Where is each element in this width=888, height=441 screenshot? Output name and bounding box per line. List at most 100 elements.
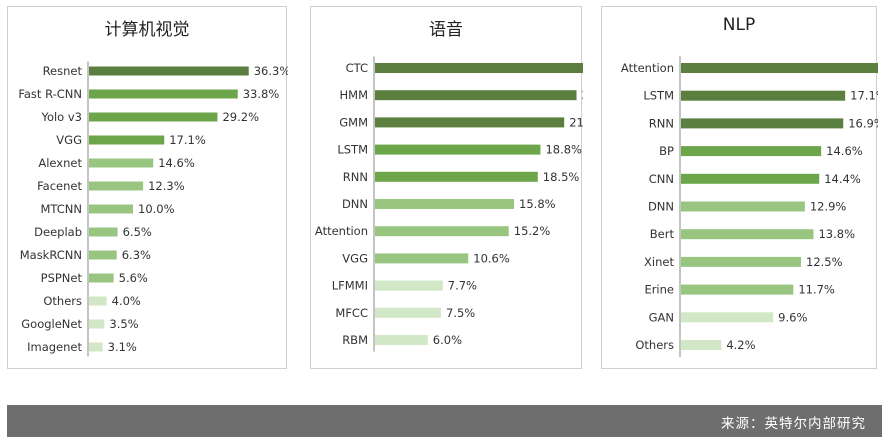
- category-label: RNN: [343, 170, 368, 184]
- value-label: 12.9%: [810, 200, 847, 214]
- value-label: 4.2%: [726, 338, 755, 352]
- bar: [89, 181, 144, 191]
- bar: [89, 319, 105, 329]
- bar: [681, 173, 820, 184]
- bar: [375, 171, 538, 182]
- category-label: BP: [659, 144, 674, 158]
- value-label: 10.6%: [473, 251, 510, 265]
- bar: [89, 89, 238, 99]
- value-label: 6.3%: [122, 248, 151, 262]
- value-label: 3.5%: [109, 317, 138, 331]
- category-label: Resnet: [43, 64, 83, 78]
- value-label: 15.8%: [519, 197, 556, 211]
- category-label: MaskRCNN: [20, 248, 82, 262]
- category-label: Attention: [621, 61, 674, 75]
- category-label: CTC: [346, 61, 368, 75]
- bar: [375, 90, 577, 101]
- bar: [89, 342, 103, 352]
- value-label: 14.6%: [158, 156, 195, 170]
- category-label: Others: [43, 294, 82, 308]
- value-label: 12.5%: [806, 255, 843, 269]
- bar: [681, 63, 878, 73]
- category-label: Alexnet: [38, 156, 82, 170]
- bar: [681, 284, 794, 295]
- category-label: GMM: [339, 115, 368, 129]
- category-label: DNN: [648, 200, 674, 214]
- value-label: 11.7%: [798, 283, 835, 297]
- bar: [89, 158, 154, 168]
- bar: [681, 118, 844, 129]
- category-label: LSTM: [337, 143, 368, 157]
- bar: [89, 296, 107, 306]
- category-label: GAN: [649, 310, 674, 324]
- chart-title-cv: 计算机视觉: [104, 20, 190, 40]
- value-label: 14.6%: [826, 144, 863, 158]
- value-label: 5.6%: [119, 271, 148, 285]
- category-label: HMM: [340, 88, 369, 102]
- category-label: Facenet: [37, 179, 82, 193]
- chart-panel-nlp: NLP Attention22.9%LSTM17.1%RNN16.9%BP14.…: [601, 6, 878, 369]
- bar: [375, 226, 509, 237]
- bar: [89, 204, 133, 214]
- bar: [89, 135, 165, 145]
- value-label: 17.1%: [850, 89, 878, 103]
- value-label: 10.0%: [138, 202, 175, 216]
- bar-chart-cv: Resnet 36.3% Fast R-CNN 33.8% Yolo v3 29.2% VG…: [18, 61, 288, 357]
- value-label: 3.1%: [108, 340, 137, 354]
- category-label: Deeplab: [34, 225, 82, 239]
- bar: [681, 229, 814, 240]
- bar: [89, 273, 114, 283]
- category-label: Erine: [644, 283, 674, 297]
- category-label: VGG: [56, 133, 82, 147]
- bar-chart-speech: CTC25.2%HMM22.9%GMM21.5%LSTM18.8%RNN18.5…: [315, 56, 583, 352]
- value-label: 6.5%: [123, 225, 152, 239]
- source-footer: 来源：英特尔内部研究: [7, 405, 882, 437]
- value-label: 7.7%: [448, 279, 477, 293]
- category-label: Imagenet: [27, 340, 82, 354]
- chart-title-speech: 语音: [429, 20, 463, 40]
- value-label: 9.6%: [778, 310, 807, 324]
- value-label: 14.4%: [824, 172, 861, 186]
- chart-panel-cv: 计算机视觉 Resnet 36.3% Fast R-CNN 33.8% Yolo v3 2…: [7, 6, 288, 369]
- category-label: Others: [635, 338, 674, 352]
- bar: [375, 335, 428, 345]
- category-label: MTCNN: [40, 202, 82, 216]
- category-label: LFMMI: [332, 279, 368, 293]
- bar: [681, 146, 822, 157]
- bar: [681, 256, 801, 267]
- category-label: RBM: [342, 333, 368, 347]
- bar: [681, 201, 805, 212]
- value-label: 29.2%: [222, 110, 259, 124]
- category-label: Bert: [650, 227, 675, 241]
- chart-title-nlp: NLP: [722, 15, 756, 35]
- chart-panel-speech: 语音 CTC25.2%HMM22.9%GMM21.5%LSTM18.8%RNN1…: [310, 6, 583, 369]
- bar: [89, 66, 249, 76]
- category-label: PSPNet: [41, 271, 83, 285]
- value-label: 16.9%: [848, 116, 878, 130]
- bar: [681, 312, 774, 323]
- bar: [375, 280, 443, 291]
- bar: [681, 90, 846, 101]
- value-label: 22.9%: [582, 88, 583, 102]
- value-label: 15.2%: [514, 224, 551, 238]
- bar: [375, 199, 515, 209]
- value-label: 6.0%: [433, 333, 462, 347]
- category-label: Fast R-CNN: [18, 87, 82, 101]
- category-label: CNN: [649, 172, 674, 186]
- category-label: MFCC: [335, 306, 368, 320]
- bar: [89, 112, 218, 122]
- value-label: 21.5%: [569, 115, 583, 129]
- value-label: 18.5%: [543, 170, 580, 184]
- bar: [375, 253, 469, 264]
- bar: [375, 307, 441, 318]
- category-label: Attention: [315, 224, 368, 238]
- bar: [375, 144, 541, 155]
- category-label: RNN: [649, 116, 674, 130]
- value-label: 13.8%: [818, 227, 855, 241]
- value-label: 36.3%: [254, 64, 288, 78]
- category-label: Xinet: [644, 255, 674, 269]
- value-label: 7.5%: [446, 306, 475, 320]
- value-label: 4.0%: [112, 294, 141, 308]
- category-label: Yolo v3: [40, 110, 82, 124]
- bar: [375, 117, 565, 128]
